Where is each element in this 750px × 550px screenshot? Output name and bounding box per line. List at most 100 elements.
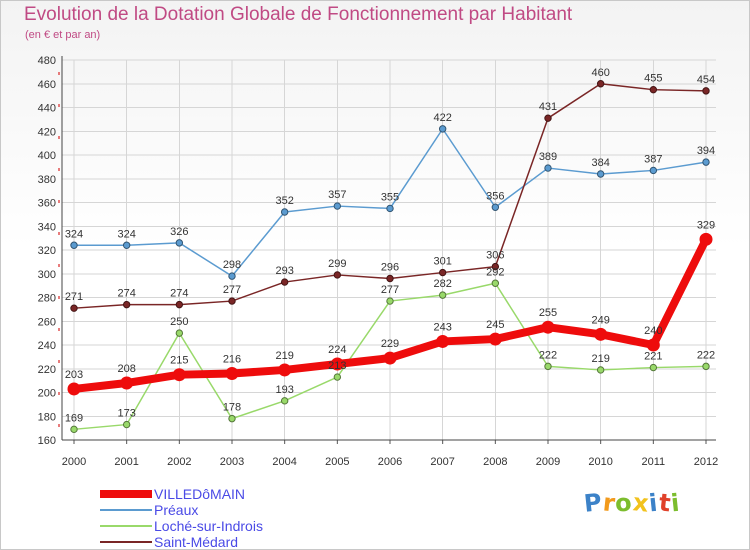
x-tick-label: 2007 — [430, 456, 454, 468]
y-tick-label: 380 — [38, 174, 56, 186]
x-tick-label: 2000 — [62, 456, 86, 468]
data-point-loche-sur-indrois — [596, 366, 605, 374]
axes: 160 180 200 220 240 260 280 300 320 340 360 380 400 4… — [38, 55, 719, 468]
data-point-villedomain — [225, 367, 239, 380]
data-label-saint-medard: 301 — [433, 256, 451, 268]
y-tick-label: 280 — [38, 293, 56, 305]
data-point-villedomain — [436, 334, 450, 348]
data-label-preaux: 357 — [328, 189, 346, 201]
y-tick-label: 160 — [38, 435, 56, 447]
grid-lines — [62, 59, 716, 441]
data-label-villedomain: 249 — [591, 314, 609, 326]
y-tick-label: 420 — [38, 126, 56, 138]
data-point-loche-sur-indrois — [333, 373, 342, 381]
data-point-preaux — [702, 158, 710, 166]
data-label-villedomain: 245 — [486, 319, 504, 331]
data-point-villedomain — [383, 351, 397, 365]
data-label-preaux: 355 — [381, 191, 399, 203]
legend-label: Saint-Médard — [154, 534, 239, 550]
x-tick-label: 2009 — [536, 456, 560, 468]
data-label-villedomain: 224 — [328, 344, 346, 356]
data-point-saint-medard — [175, 300, 184, 309]
data-label-loche-sur-indrois: 222 — [697, 349, 715, 361]
data-label-preaux: 324 — [65, 228, 83, 240]
y-tick-label: 240 — [38, 340, 56, 352]
data-label-preaux: 394 — [697, 145, 715, 157]
data-point-preaux — [649, 166, 658, 175]
data-label-preaux: 324 — [117, 228, 135, 240]
data-label-saint-medard: 277 — [223, 284, 241, 296]
chart-subtitle: (en € et par an) — [25, 29, 101, 41]
y-tick-label: 360 — [38, 198, 56, 210]
data-label-loche-sur-indrois: 282 — [433, 278, 451, 290]
x-tick-label: 2004 — [272, 456, 296, 468]
data-point-villedomain — [488, 332, 502, 346]
x-tick-label: 2003 — [220, 456, 244, 468]
data-label-loche-sur-indrois: 213 — [328, 360, 346, 372]
data-label-preaux: 298 — [223, 259, 241, 271]
legend-swatch — [100, 525, 152, 527]
data-point-villedomain — [646, 338, 660, 352]
data-label-preaux: 384 — [591, 157, 609, 169]
data-label-saint-medard: 274 — [170, 288, 188, 300]
chart-title: Evolution de la Dotation Globale de Fonc… — [24, 4, 573, 25]
x-tick-label: 2005 — [325, 456, 349, 468]
proxiti-logo: Proxiti — [583, 488, 682, 518]
data-point-villedomain — [172, 368, 186, 382]
y-tick-label: 340 — [38, 221, 56, 233]
data-label-loche-sur-indrois: 193 — [275, 384, 293, 396]
data-label-loche-sur-indrois: 169 — [65, 412, 83, 424]
data-point-villedomain — [67, 382, 81, 396]
data-point-villedomain — [278, 363, 292, 377]
y-tick-label: 260 — [38, 316, 56, 328]
data-point-villedomain — [594, 327, 608, 341]
data-label-preaux: 356 — [486, 190, 504, 202]
y-tick-label: 300 — [38, 269, 56, 281]
data-point-preaux — [544, 164, 552, 172]
data-point-villedomain — [699, 232, 713, 246]
data-label-saint-medard: 431 — [539, 101, 557, 113]
x-tick-label: 2011 — [642, 456, 666, 468]
data-label-loche-sur-indrois: 221 — [644, 351, 662, 363]
data-point-preaux — [333, 202, 342, 210]
data-point-villedomain — [120, 376, 134, 390]
data-point-loche-sur-indrois — [544, 362, 552, 371]
data-point-loche-sur-indrois — [438, 291, 447, 299]
data-label-preaux: 387 — [644, 153, 662, 165]
logo-letter: i — [669, 488, 682, 518]
data-label-villedomain: 243 — [433, 321, 451, 333]
data-label-preaux: 389 — [539, 151, 557, 163]
y-tick-label: 400 — [38, 150, 56, 162]
data-label-saint-medard: 299 — [328, 258, 346, 270]
data-point-preaux — [228, 272, 236, 280]
data-point-villedomain — [541, 320, 555, 334]
data-label-villedomain: 203 — [65, 369, 83, 381]
y-tick-label: 200 — [38, 388, 56, 400]
data-point-loche-sur-indrois — [386, 297, 394, 305]
data-label-preaux: 326 — [170, 226, 188, 238]
data-point-preaux — [70, 241, 78, 249]
x-tick-label: 2001 — [114, 456, 138, 468]
data-label-preaux: 422 — [433, 112, 451, 124]
data-label-villedomain: 208 — [117, 363, 135, 375]
data-point-loche-sur-indrois — [122, 420, 131, 429]
data-label-villedomain: 240 — [644, 325, 662, 337]
data-label-loche-sur-indrois: 277 — [381, 284, 399, 296]
data-labels: 324 324 326 298 352 357 355 422 356 389 384 387 394 1… — [65, 67, 715, 425]
legend-label: VILLEDôMAIN — [154, 486, 246, 502]
y-tick-label: 180 — [38, 411, 56, 423]
x-tick-label: 2008 — [483, 456, 507, 468]
legend-swatch — [100, 490, 152, 498]
series-lines — [67, 80, 713, 434]
y-tick-label: 440 — [38, 103, 56, 115]
y-tick-label: 220 — [38, 364, 56, 376]
data-label-saint-medard: 306 — [486, 250, 504, 262]
legend-label: Loché-sur-Indrois — [154, 518, 263, 534]
data-label-loche-sur-indrois: 178 — [223, 402, 241, 414]
legend-swatch — [100, 541, 152, 543]
data-label-villedomain: 329 — [697, 219, 715, 231]
data-label-villedomain: 215 — [170, 355, 188, 367]
data-point-saint-medard — [491, 262, 500, 271]
